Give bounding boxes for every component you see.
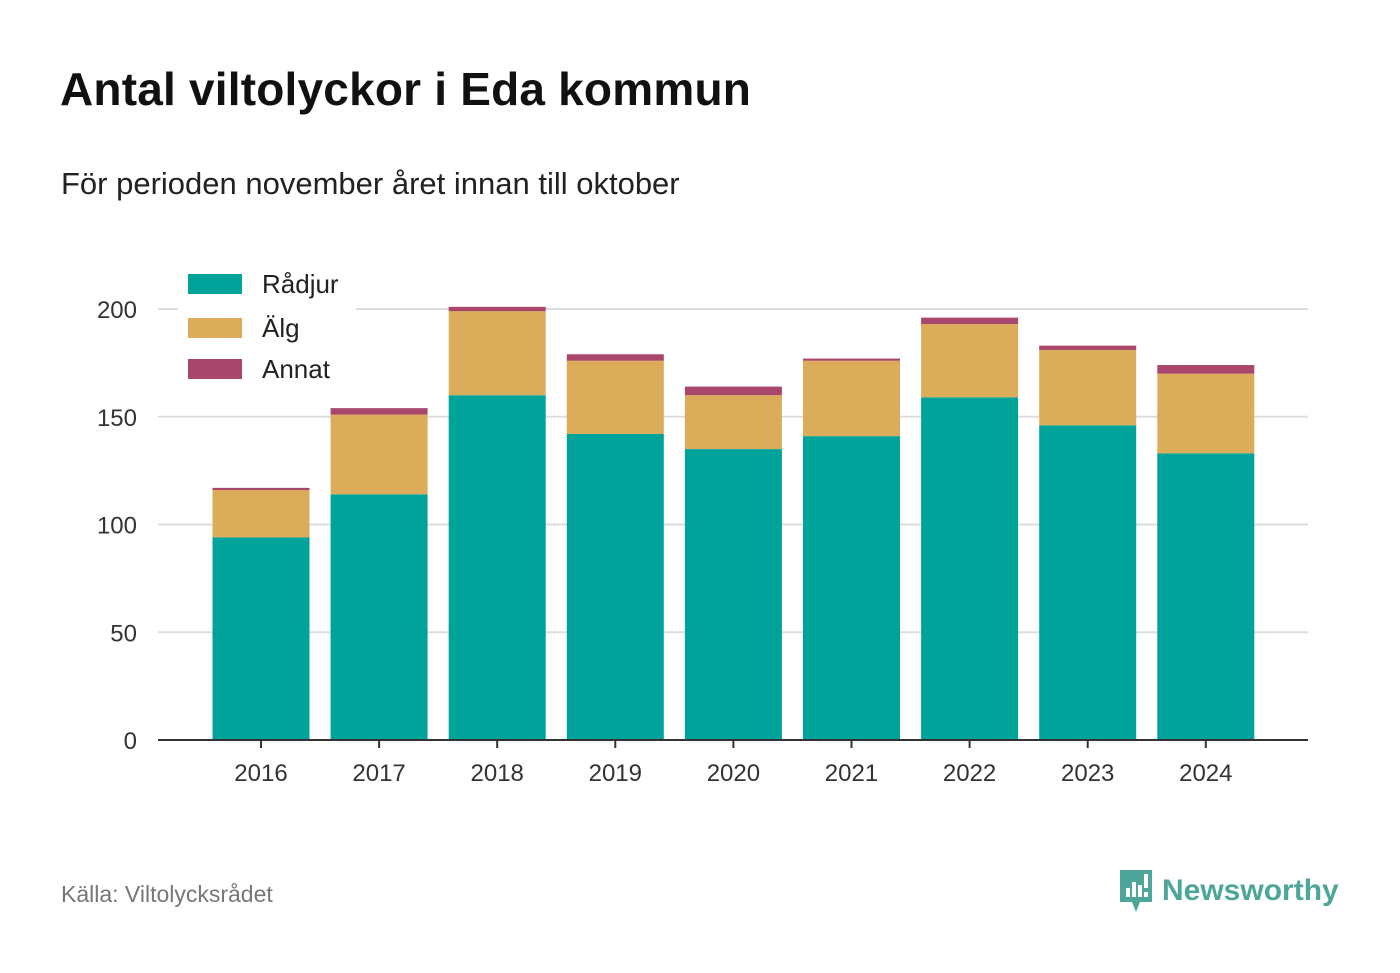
bar-2021-annat bbox=[803, 358, 900, 361]
bar-2019-rådjur bbox=[566, 433, 664, 740]
x-tick-label: 2017 bbox=[352, 760, 405, 787]
y-tick-label: 200 bbox=[97, 297, 137, 324]
brand-logo: Newsworthy bbox=[1118, 868, 1339, 914]
y-axis: 0 50 100 150 200 bbox=[97, 297, 137, 755]
legend-label: Älg bbox=[262, 313, 300, 343]
bar-2017-annat bbox=[330, 408, 428, 415]
x-tick-label: 2018 bbox=[471, 760, 524, 787]
x-tick-label: 2016 bbox=[234, 760, 287, 787]
source-note: Källa: Viltolycksrådet bbox=[61, 881, 273, 907]
bar-2016-älg bbox=[212, 490, 310, 538]
y-tick-label: 50 bbox=[110, 620, 137, 647]
bar-2024-älg bbox=[1157, 373, 1255, 454]
bar-group bbox=[212, 306, 1255, 740]
legend-swatch-älg bbox=[188, 318, 242, 338]
x-tick-label: 2023 bbox=[1061, 760, 1114, 787]
bar-2018-annat bbox=[448, 306, 546, 312]
bar-2016-rådjur bbox=[212, 537, 310, 740]
brand-name: Newsworthy bbox=[1162, 874, 1339, 907]
legend-label: Rådjur bbox=[262, 269, 339, 299]
x-tick-label: 2019 bbox=[589, 760, 642, 787]
bar-2018-älg bbox=[448, 311, 546, 396]
bar-2020-rådjur bbox=[684, 449, 782, 740]
x-tick-label: 2022 bbox=[943, 760, 996, 787]
legend-swatch-rådjur bbox=[188, 274, 242, 294]
bar-2022-älg bbox=[921, 324, 1019, 398]
legend: Rådjur Älg Annat bbox=[178, 262, 356, 388]
bar-2017-älg bbox=[330, 414, 428, 495]
bar-2024-annat bbox=[1157, 365, 1255, 374]
bar-2024-rådjur bbox=[1157, 453, 1255, 740]
y-tick-label: 0 bbox=[124, 728, 137, 755]
bar-2023-älg bbox=[1039, 349, 1137, 426]
y-tick-label: 100 bbox=[97, 513, 137, 540]
legend-label: Annat bbox=[262, 354, 331, 384]
bar-2020-älg bbox=[684, 395, 782, 450]
chart-subtitle: För perioden november året innan till ok… bbox=[61, 166, 680, 201]
chart-title: Antal viltolyckor i Eda kommun bbox=[60, 63, 752, 115]
bar-2020-annat bbox=[684, 386, 782, 396]
bar-2022-rådjur bbox=[921, 397, 1019, 740]
bar-2019-annat bbox=[566, 354, 664, 361]
newsworthy-logo-icon bbox=[1120, 870, 1152, 912]
bar-2021-rådjur bbox=[803, 436, 900, 740]
legend-swatch-annat bbox=[188, 359, 242, 379]
x-tick-label: 2020 bbox=[707, 760, 760, 787]
x-axis: 2016 2017 2018 2019 2020 2021 2022 2023 2024 bbox=[158, 739, 1308, 787]
x-tick-label: 2021 bbox=[825, 760, 878, 787]
bar-2018-rådjur bbox=[448, 395, 546, 740]
bar-2023-annat bbox=[1039, 345, 1137, 350]
bar-2016-annat bbox=[212, 487, 310, 491]
bar-2021-älg bbox=[803, 360, 900, 437]
x-tick-label: 2024 bbox=[1179, 760, 1232, 787]
bar-2019-älg bbox=[566, 360, 664, 434]
bar-2017-rådjur bbox=[330, 494, 428, 740]
bar-2023-rådjur bbox=[1039, 425, 1137, 740]
y-tick-label: 150 bbox=[97, 405, 137, 432]
bar-2022-annat bbox=[921, 317, 1019, 325]
